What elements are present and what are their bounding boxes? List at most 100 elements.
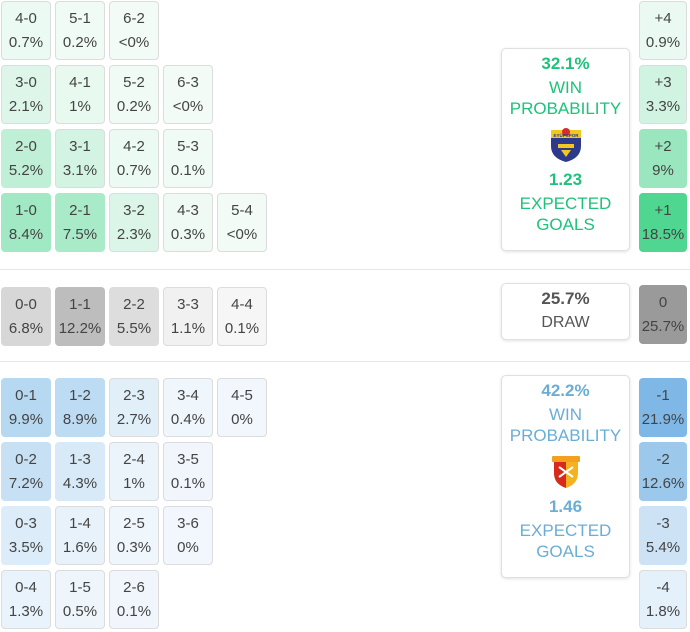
- scoreline-cell: 4-2 0.7%: [109, 129, 159, 188]
- score-label: 3-0: [15, 73, 37, 91]
- probability-label: 7.5%: [62, 225, 98, 243]
- scoreline-cell: 2-6 0.1%: [109, 570, 159, 629]
- probability-label: 0%: [231, 410, 253, 428]
- scoreline-cell: 0-1 9.9%: [1, 378, 51, 437]
- probability-label: 5.4%: [645, 538, 681, 556]
- score-label: 6-2: [123, 9, 145, 27]
- win-probability-label: WIN PROBABILITY: [509, 78, 622, 118]
- probability-label: 0.1%: [116, 602, 152, 620]
- away-expected-goals: 1.46: [548, 497, 583, 516]
- away-summary-card: 42.2% WIN PROBABILITY 1.46 EXPECTED GOAL…: [501, 375, 630, 578]
- section-divider: [0, 361, 690, 362]
- probability-label: 7.2%: [8, 474, 44, 492]
- probability-label: 9%: [652, 161, 674, 179]
- probability-label: 2.3%: [116, 225, 152, 243]
- score-label: -4: [656, 578, 670, 596]
- scoreline-cell: 4-1 1%: [55, 65, 105, 124]
- score-label: 3-3: [177, 295, 199, 313]
- scoreline-cell: 4-3 0.3%: [163, 193, 213, 252]
- goztepe-crest-icon: [547, 453, 585, 491]
- probability-label: 12.2%: [58, 319, 102, 337]
- goal-margin-cell: +3 3.3%: [639, 65, 687, 124]
- probability-label: 4.3%: [62, 474, 98, 492]
- probability-label: 0.3%: [116, 538, 152, 556]
- probability-label: 25.7%: [641, 317, 685, 335]
- goal-margin-cell: -2 12.6%: [639, 442, 687, 501]
- draw-label: DRAW: [541, 314, 590, 331]
- away-win-probability: 42.2%: [541, 381, 590, 400]
- score-label: 1-3: [69, 450, 91, 468]
- probability-label: 8.9%: [62, 410, 98, 428]
- probability-label: 0%: [177, 538, 199, 556]
- score-label: 4-5: [231, 386, 253, 404]
- score-label: 2-0: [15, 137, 37, 155]
- scoreline-cell: 3-4 0.4%: [163, 378, 213, 437]
- probability-label: 0.1%: [170, 474, 206, 492]
- probability-label: 1.8%: [645, 602, 681, 620]
- score-label: 3-5: [177, 450, 199, 468]
- probability-label: <0%: [226, 225, 258, 243]
- probability-label: 2.1%: [8, 97, 44, 115]
- scoreline-cell: 4-4 0.1%: [217, 287, 267, 346]
- score-label: +3: [654, 73, 672, 91]
- probability-label: 1.6%: [62, 538, 98, 556]
- score-label: 0-2: [15, 450, 37, 468]
- home-summary-card: 32.1% WIN PROBABILITY EYÜPSPOR 1.23 EXPE…: [501, 48, 630, 251]
- scoreline-cell: 5-4 <0%: [217, 193, 267, 252]
- scoreline-cell: 2-5 0.3%: [109, 506, 159, 565]
- goal-margin-cell: +2 9%: [639, 129, 687, 188]
- score-label: 5-2: [123, 73, 145, 91]
- score-label: 3-4: [177, 386, 199, 404]
- score-label: 4-3: [177, 201, 199, 219]
- section-divider: [0, 269, 690, 270]
- score-label: +2: [654, 137, 672, 155]
- score-label: 5-3: [177, 137, 199, 155]
- probability-label: 21.9%: [641, 410, 685, 428]
- score-label: 5-1: [69, 9, 91, 27]
- scoreline-cell: 2-0 5.2%: [1, 129, 51, 188]
- draw-summary-card: 25.7% DRAW: [501, 283, 630, 340]
- score-label: -1: [656, 386, 670, 404]
- scoreline-cell: 1-1 12.2%: [55, 287, 105, 346]
- scoreline-cell: 2-1 7.5%: [55, 193, 105, 252]
- probability-label: <0%: [118, 33, 150, 51]
- probability-label: 1.3%: [8, 602, 44, 620]
- scoreline-cell: 3-5 0.1%: [163, 442, 213, 501]
- scoreline-cell: 1-4 1.6%: [55, 506, 105, 565]
- scoreline-cell: 4-0 0.7%: [1, 1, 51, 60]
- scoreline-cell: 1-0 8.4%: [1, 193, 51, 252]
- scoreline-cell: 0-4 1.3%: [1, 570, 51, 629]
- draw-probability: 25.7%: [541, 289, 590, 308]
- score-label: 5-4: [231, 201, 253, 219]
- probability-label: 0.4%: [170, 410, 206, 428]
- scoreline-cell: 3-6 0%: [163, 506, 213, 565]
- scoreline-cell: 1-3 4.3%: [55, 442, 105, 501]
- probability-label: 9.9%: [8, 410, 44, 428]
- score-label: 6-3: [177, 73, 199, 91]
- probability-label: 12.6%: [641, 474, 685, 492]
- home-expected-goals: 1.23: [548, 170, 583, 189]
- score-label: 0-3: [15, 514, 37, 532]
- score-label: 2-4: [123, 450, 145, 468]
- scoreline-cell: 0-0 6.8%: [1, 287, 51, 346]
- win-probability-label: WIN PROBABILITY: [509, 405, 622, 445]
- probability-label: 3.1%: [62, 161, 98, 179]
- expected-goals-label: EXPECTED GOALS: [519, 521, 612, 561]
- goal-margin-cell: -1 21.9%: [639, 378, 687, 437]
- score-label: 2-3: [123, 386, 145, 404]
- score-label: +1: [654, 201, 672, 219]
- score-label: 4-4: [231, 295, 253, 313]
- probability-label: 5.2%: [8, 161, 44, 179]
- score-label: 2-5: [123, 514, 145, 532]
- svg-text:EYÜPSPOR: EYÜPSPOR: [553, 132, 579, 138]
- probability-label: 0.9%: [645, 33, 681, 51]
- probability-label: 5.5%: [116, 319, 152, 337]
- score-label: 3-6: [177, 514, 199, 532]
- score-label: 3-1: [69, 137, 91, 155]
- scoreline-cell: 2-2 5.5%: [109, 287, 159, 346]
- score-label: 4-1: [69, 73, 91, 91]
- scoreline-cell: 4-5 0%: [217, 378, 267, 437]
- goal-margin-cell: -3 5.4%: [639, 506, 687, 565]
- probability-label: 18.5%: [641, 225, 685, 243]
- scoreline-cell: 6-2 <0%: [109, 1, 159, 60]
